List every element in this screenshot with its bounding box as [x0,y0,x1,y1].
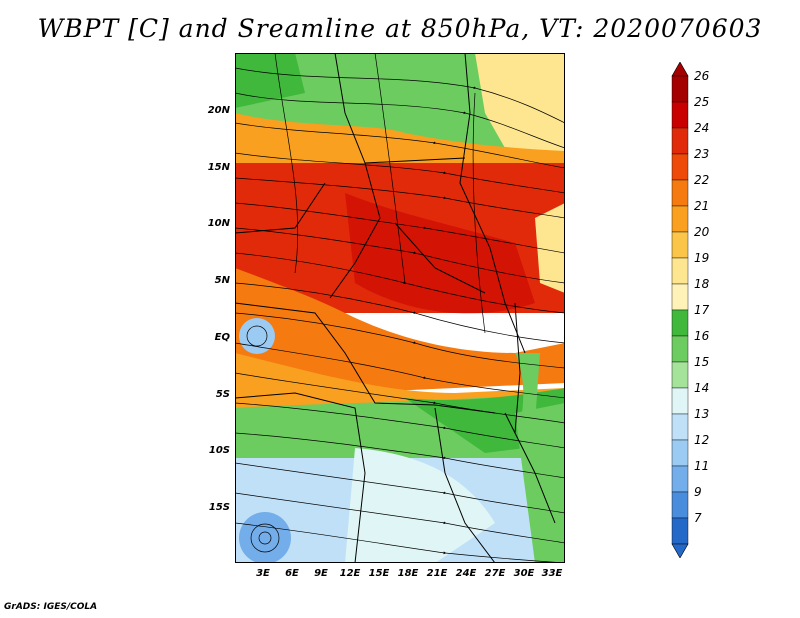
colorbar-tick-label: 15 [694,355,710,369]
lon-label: 27E [484,568,506,579]
colorbar-tick-label: 17 [694,303,710,317]
colorbar-tick-label: 25 [694,95,710,109]
lat-label: 10S [208,445,230,456]
colorbar-tick-label: 19 [694,251,710,265]
lon-label: 12E [339,568,361,579]
colorbar-segment [671,205,689,233]
lat-label: 15N [207,162,230,173]
field-transition [235,113,565,178]
lat-label: 5S [215,389,230,400]
colorbar-segment [671,231,689,259]
colorbar-segment [671,517,689,545]
colorbar-tick-label: 16 [694,329,710,343]
colorbar-tick-label: 11 [694,459,710,473]
country-borders [235,53,556,563]
colorbar-segment [671,335,689,363]
colorbar-segment [671,361,689,389]
colorbar-segment [671,75,689,103]
lat-label: 20N [207,105,230,116]
colorbar-tick-label: 21 [694,199,710,213]
lon-label: 33E [541,568,563,579]
lon-label: 3E [256,568,270,579]
credit-label: GrADS: IGES/COLA [4,602,98,612]
colorbar [671,62,689,558]
weather-map [235,53,565,563]
colorbar-tick-label: 26 [694,69,710,83]
colorbar-tick-label: 12 [694,433,710,447]
colorbar-segment [671,101,689,129]
map-frame [235,53,565,563]
colorbar-tick-label: 13 [694,407,710,421]
lat-label: 10N [207,218,230,229]
field-southeast-green [515,403,565,563]
colorbar-segment [671,309,689,337]
map-title: WBPT [C] and Sreamline at 850hPa, VT: 20… [37,14,763,43]
colorbar-bottom-arrow [671,543,689,558]
colorbar-segment [671,465,689,493]
lon-label: 9E [314,568,328,579]
colorbar-tick-label: 9 [694,485,702,499]
lon-label: 15E [368,568,390,579]
lon-label: 18E [397,568,419,579]
colorbar-tick-label: 23 [694,147,710,161]
colorbar-tick-label: 14 [694,381,710,395]
lon-label: 30E [513,568,535,579]
field-southwest-low [239,512,291,563]
colorbar-segment [671,283,689,311]
field-orange-belt [235,268,565,398]
lat-label: EQ [214,332,230,343]
colorbar-segment [671,413,689,441]
field-south-pale [345,448,495,563]
colorbar-segment [671,153,689,181]
colorbar-segment [671,257,689,285]
field-east-yellow [535,203,565,293]
colorbar-tick-label: 24 [694,121,710,135]
lon-label: 6E [285,568,299,579]
colorbar-tick-label: 7 [694,511,702,525]
colorbar-tick-label: 18 [694,277,710,291]
field-lake-green [515,353,540,423]
colorbar-segment [671,491,689,519]
colorbar-segment [671,439,689,467]
field-north-green-west [235,53,305,108]
colorbar-segment [671,127,689,155]
lon-label: 24E [455,568,477,579]
colorbar-top-arrow [671,62,689,77]
lat-label: 5N [214,275,230,286]
lon-label: 21E [426,568,448,579]
colorbar-tick-label: 20 [694,225,710,239]
colorbar-segment [671,387,689,415]
colorbar-tick-label: 22 [694,173,710,187]
field-north-yellow [475,53,565,153]
lat-label: 15S [208,502,230,513]
colorbar-segment [671,179,689,207]
